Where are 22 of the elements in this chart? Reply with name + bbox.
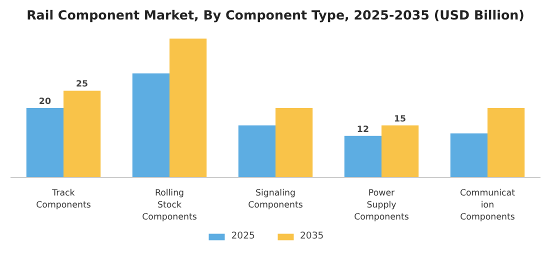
bar bbox=[64, 90, 101, 178]
legend-label: 2025 bbox=[231, 230, 255, 242]
x-tick-label: Rolling Stock Components bbox=[142, 188, 198, 222]
bar bbox=[170, 38, 207, 178]
x-tick-label: Signaling Components bbox=[248, 188, 304, 210]
x-tick-label: Power Supply Components bbox=[354, 188, 410, 222]
data-label: 25 bbox=[76, 80, 88, 90]
bar bbox=[132, 73, 170, 178]
data-label: 12 bbox=[356, 124, 369, 135]
bar bbox=[276, 108, 313, 178]
legend-label: 2035 bbox=[300, 230, 324, 242]
chart-title: Rail Component Market, By Component Type, 2025-2035 (USD Billion) bbox=[26, 8, 524, 22]
bar bbox=[450, 133, 488, 178]
bar bbox=[488, 108, 525, 178]
bar bbox=[382, 125, 419, 178]
x-tick-label: Communicat ion Components bbox=[460, 188, 516, 222]
bar bbox=[238, 125, 276, 178]
data-label: 20 bbox=[38, 97, 51, 108]
x-tick-label: Track Components bbox=[36, 188, 92, 210]
bar bbox=[26, 108, 64, 178]
bar bbox=[344, 136, 382, 178]
data-label: 15 bbox=[394, 114, 406, 124]
